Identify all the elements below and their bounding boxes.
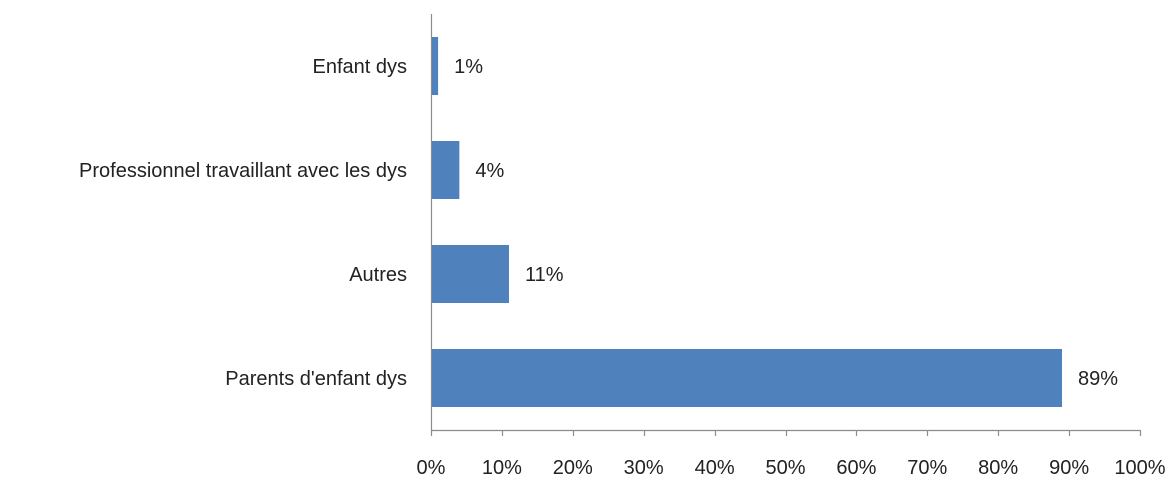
bar xyxy=(432,141,460,199)
category-label: Parents d'enfant dys xyxy=(225,368,407,390)
category-labels: Enfant dys Professionnel travaillant avec… xyxy=(79,56,407,390)
x-tick-label: 70% xyxy=(907,457,947,478)
data-label: 11% xyxy=(525,264,564,286)
x-tick-label: 60% xyxy=(836,457,876,478)
bars xyxy=(432,37,1063,407)
bar xyxy=(432,37,439,95)
x-tick-label: 0% xyxy=(417,457,446,478)
data-label: 89% xyxy=(1078,368,1118,390)
category-label: Enfant dys xyxy=(312,56,407,78)
x-tick-label: 40% xyxy=(695,457,735,478)
x-tick-label: 90% xyxy=(1049,457,1089,478)
category-label: Professionnel travaillant avec les dys xyxy=(79,160,407,182)
x-tick-label: 100% xyxy=(1114,457,1165,478)
x-tick-label: 50% xyxy=(765,457,805,478)
x-tick-label: 10% xyxy=(482,457,522,478)
x-tick-label: 20% xyxy=(553,457,593,478)
category-label: Autres xyxy=(349,264,407,286)
data-label: 4% xyxy=(475,160,504,182)
data-labels: 1% 4% 11% 89% xyxy=(454,56,1118,390)
bar xyxy=(432,349,1063,407)
x-axis-ticks xyxy=(430,430,1142,436)
data-label: 1% xyxy=(454,56,483,78)
x-axis-tick-labels: 0% 10% 20% 30% 40% 50% 60% 70% 80% 90% 100% xyxy=(417,457,1166,478)
bar xyxy=(432,245,509,303)
x-tick-label: 30% xyxy=(624,457,664,478)
x-tick-label: 80% xyxy=(978,457,1018,478)
